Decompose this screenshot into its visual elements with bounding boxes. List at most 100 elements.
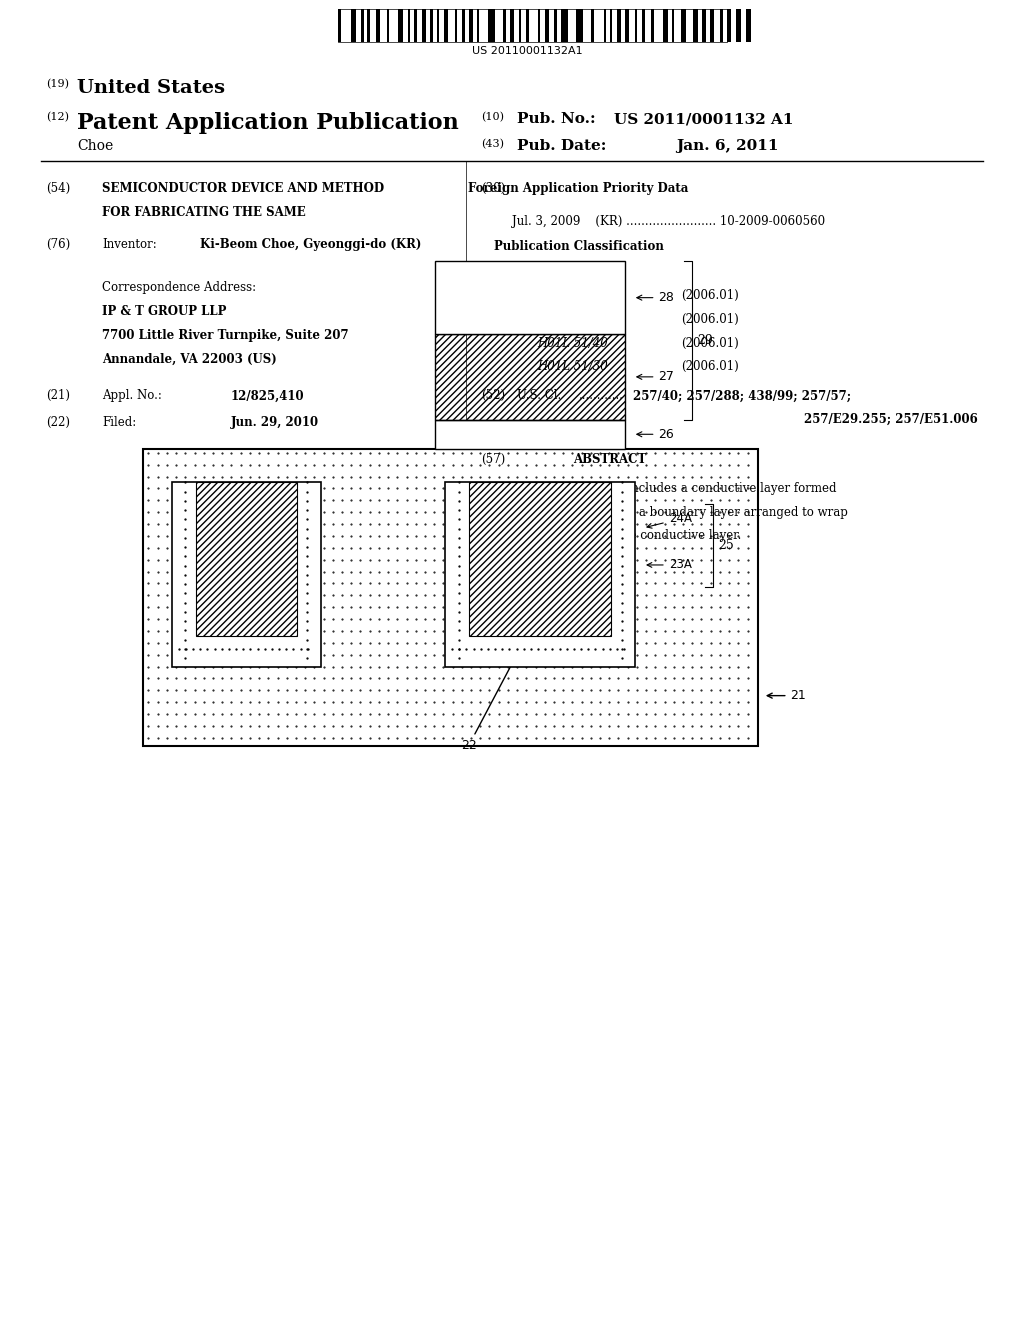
- Bar: [570, 9, 574, 42]
- Bar: [418, 9, 421, 42]
- Bar: [338, 9, 341, 42]
- Text: (10): (10): [481, 112, 504, 123]
- Text: (57): (57): [481, 453, 506, 466]
- Bar: [515, 9, 518, 42]
- Text: Publication Classification: Publication Classification: [494, 240, 664, 253]
- Text: Jul. 3, 2009    (KR) ........................ 10-2009-0060560: Jul. 3, 2009 (KR) ......................…: [512, 215, 825, 228]
- Bar: [720, 9, 723, 42]
- Text: Jun. 29, 2010: Jun. 29, 2010: [230, 416, 318, 429]
- Bar: [458, 9, 461, 42]
- Bar: [716, 9, 719, 42]
- Bar: [435, 334, 625, 420]
- Bar: [664, 9, 668, 42]
- Text: Foreign Application Priority Data: Foreign Application Priority Data: [468, 182, 689, 195]
- Bar: [550, 9, 553, 42]
- Bar: [631, 9, 634, 42]
- Bar: [687, 9, 692, 42]
- Bar: [702, 9, 706, 42]
- Bar: [595, 9, 602, 42]
- Text: 7700 Little River Turnpike, Suite 207: 7700 Little River Turnpike, Suite 207: [102, 329, 349, 342]
- Bar: [724, 9, 727, 42]
- Bar: [669, 9, 672, 42]
- Bar: [357, 9, 360, 42]
- Bar: [617, 9, 621, 42]
- Bar: [196, 482, 297, 636]
- Bar: [508, 9, 510, 42]
- Text: 23A: 23A: [647, 558, 691, 572]
- Bar: [338, 9, 727, 42]
- Bar: [422, 9, 426, 42]
- Text: IP & T GROUP LLP: IP & T GROUP LLP: [102, 305, 226, 318]
- Bar: [434, 9, 436, 42]
- Text: (21): (21): [46, 389, 70, 403]
- Text: Annandale, VA 22003 (US): Annandale, VA 22003 (US): [102, 352, 278, 366]
- Bar: [622, 9, 624, 42]
- Bar: [479, 9, 486, 42]
- Text: in the junction region and a boundary layer arranged to wrap: in the junction region and a boundary la…: [481, 506, 848, 519]
- Bar: [651, 9, 653, 42]
- Bar: [143, 449, 758, 746]
- Text: (2006.01): (2006.01): [681, 360, 738, 374]
- Bar: [404, 9, 407, 42]
- Text: United States: United States: [77, 79, 225, 98]
- Bar: [732, 9, 735, 42]
- Bar: [610, 9, 612, 42]
- Bar: [444, 9, 447, 42]
- Bar: [693, 9, 698, 42]
- Bar: [365, 9, 367, 42]
- Bar: [497, 9, 502, 42]
- Bar: [351, 9, 355, 42]
- Bar: [172, 482, 321, 667]
- Bar: [519, 9, 521, 42]
- Text: 21: 21: [767, 689, 806, 702]
- Bar: [437, 9, 439, 42]
- Text: 27: 27: [637, 371, 675, 383]
- Bar: [577, 9, 583, 42]
- Text: (19): (19): [46, 79, 69, 90]
- Bar: [371, 9, 375, 42]
- Text: (2006.01): (2006.01): [681, 337, 738, 350]
- Text: Int. Cl.: Int. Cl.: [517, 264, 562, 277]
- Text: Pub. No.:: Pub. No.:: [517, 112, 596, 127]
- Bar: [488, 9, 495, 42]
- Bar: [381, 9, 385, 42]
- Bar: [585, 9, 590, 42]
- Bar: [427, 9, 429, 42]
- Bar: [654, 9, 662, 42]
- Bar: [736, 9, 740, 42]
- Bar: [469, 482, 611, 636]
- Text: Ki-Beom Choe, Gyeonggi-do (KR): Ki-Beom Choe, Gyeonggi-do (KR): [200, 238, 421, 251]
- Text: ............: ............: [579, 389, 624, 403]
- Text: (30): (30): [481, 182, 506, 195]
- Text: 25: 25: [718, 539, 733, 552]
- Text: Filed:: Filed:: [102, 416, 136, 429]
- Text: (2006.01): (2006.01): [681, 313, 738, 326]
- Text: Correspondence Address:: Correspondence Address:: [102, 281, 257, 294]
- Bar: [440, 9, 443, 42]
- Text: Jan. 6, 2011: Jan. 6, 2011: [676, 139, 778, 153]
- Text: 22: 22: [461, 657, 515, 752]
- Text: 12/825,410: 12/825,410: [230, 389, 304, 403]
- Bar: [710, 9, 715, 42]
- Text: (22): (22): [46, 416, 70, 429]
- Text: 29: 29: [697, 334, 713, 347]
- Text: ABSTRACT: ABSTRACT: [572, 453, 646, 466]
- Bar: [522, 9, 525, 42]
- Bar: [591, 9, 594, 42]
- Bar: [746, 9, 752, 42]
- Bar: [727, 9, 731, 42]
- Text: H01L 51/10: H01L 51/10: [538, 289, 608, 302]
- Bar: [411, 9, 413, 42]
- Bar: [342, 9, 349, 42]
- Text: 24A: 24A: [647, 512, 691, 528]
- Bar: [672, 9, 675, 42]
- Bar: [408, 9, 410, 42]
- Text: (76): (76): [46, 238, 71, 251]
- Text: Choe: Choe: [77, 139, 113, 153]
- Bar: [625, 9, 629, 42]
- Text: US 2011/0001132 A1: US 2011/0001132 A1: [614, 112, 794, 127]
- Bar: [510, 9, 514, 42]
- Bar: [613, 9, 616, 42]
- Bar: [538, 9, 541, 42]
- Bar: [390, 9, 396, 42]
